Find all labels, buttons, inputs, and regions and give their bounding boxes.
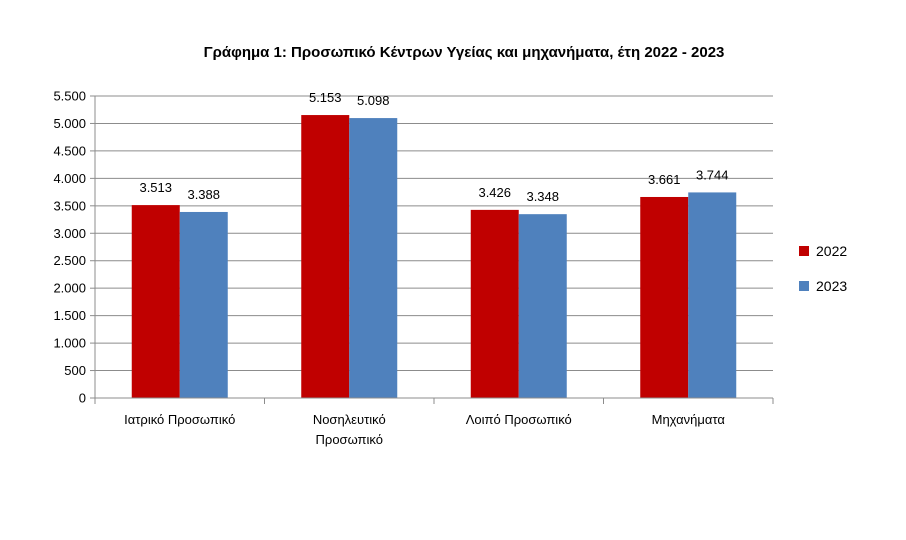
data-labels: 3.513 3.388 5.153 5.098 3.426 3.348 3.661 3.744 [139,90,728,204]
bar-2023 [518,214,567,398]
bar-2023 [349,118,398,398]
category-labels: Ιατρικό Προσωπικό Νοσηλευτικό Προσωπικό Λοι… [124,412,725,447]
y-tick-label: 2.000 [53,281,86,296]
bar-2023 [179,211,228,398]
legend-label: 2023 [816,278,847,294]
legend-swatch-2022 [799,246,809,256]
category-label: Ιατρικό Προσωπικό [124,412,235,427]
y-tick-label: 4.000 [53,171,86,186]
y-tick-label: 500 [64,363,86,378]
data-label: 3.426 [478,185,511,200]
bar-2023 [688,192,737,398]
y-tick-label: 5.000 [53,116,86,131]
y-tick-label: 0 [79,391,86,406]
data-label: 3.513 [139,180,172,195]
data-label: 3.388 [187,187,220,202]
legend-label: 2022 [816,243,847,259]
data-label: 5.098 [357,93,390,108]
y-tick-label: 2.500 [53,253,86,268]
axes [94,96,774,404]
bar-2022 [640,196,689,398]
legend: 2022 2023 [799,243,847,294]
data-label: 3.661 [648,172,681,187]
bar-2022 [131,205,180,398]
y-tick-label: 1.500 [53,308,86,323]
category-label: Μηχανήματα [652,412,726,427]
bar-2022 [301,115,350,398]
bar-2022 [470,209,519,398]
y-tick-label: 1.000 [53,336,86,351]
data-label: 3.744 [696,167,729,182]
category-label: Προσωπικό [316,432,383,447]
y-axis-ticks: 0 500 1.000 1.500 2.000 2.500 3.000 3.500 4.000 4… [53,89,95,406]
category-label: Νοσηλευτικό [313,412,386,427]
y-tick-label: 3.000 [53,226,86,241]
legend-swatch-2023 [799,281,809,291]
data-label: 3.348 [526,189,559,204]
y-tick-label: 3.500 [53,198,86,213]
chart-title: Γράφημα 1: Προσωπικό Κέντρων Υγείας και … [204,44,725,61]
data-label: 5.153 [309,90,342,105]
bars [131,115,737,398]
y-tick-label: 4.500 [53,143,86,158]
category-label: Λοιπό Προσωπικό [466,412,572,427]
y-tick-label: 5.500 [53,89,86,104]
